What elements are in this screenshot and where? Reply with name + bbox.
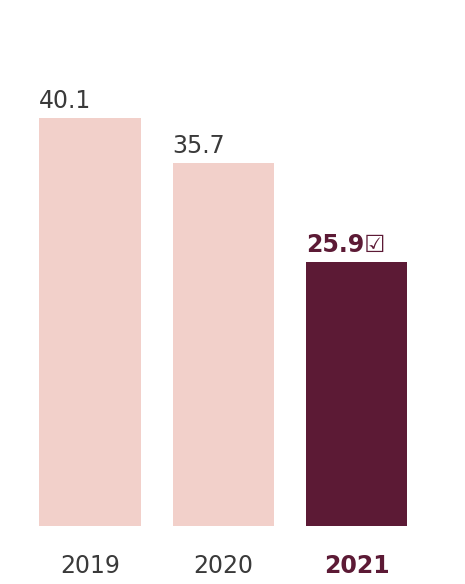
Bar: [39, 118, 140, 526]
Bar: [306, 262, 407, 526]
Text: 2019: 2019: [60, 554, 120, 578]
Text: 2021: 2021: [324, 554, 389, 578]
Text: 40.1: 40.1: [39, 89, 92, 113]
Text: 35.7: 35.7: [173, 134, 225, 158]
Bar: [173, 163, 274, 526]
Text: 2020: 2020: [193, 554, 253, 578]
Text: 25.9☑: 25.9☑: [306, 234, 385, 258]
